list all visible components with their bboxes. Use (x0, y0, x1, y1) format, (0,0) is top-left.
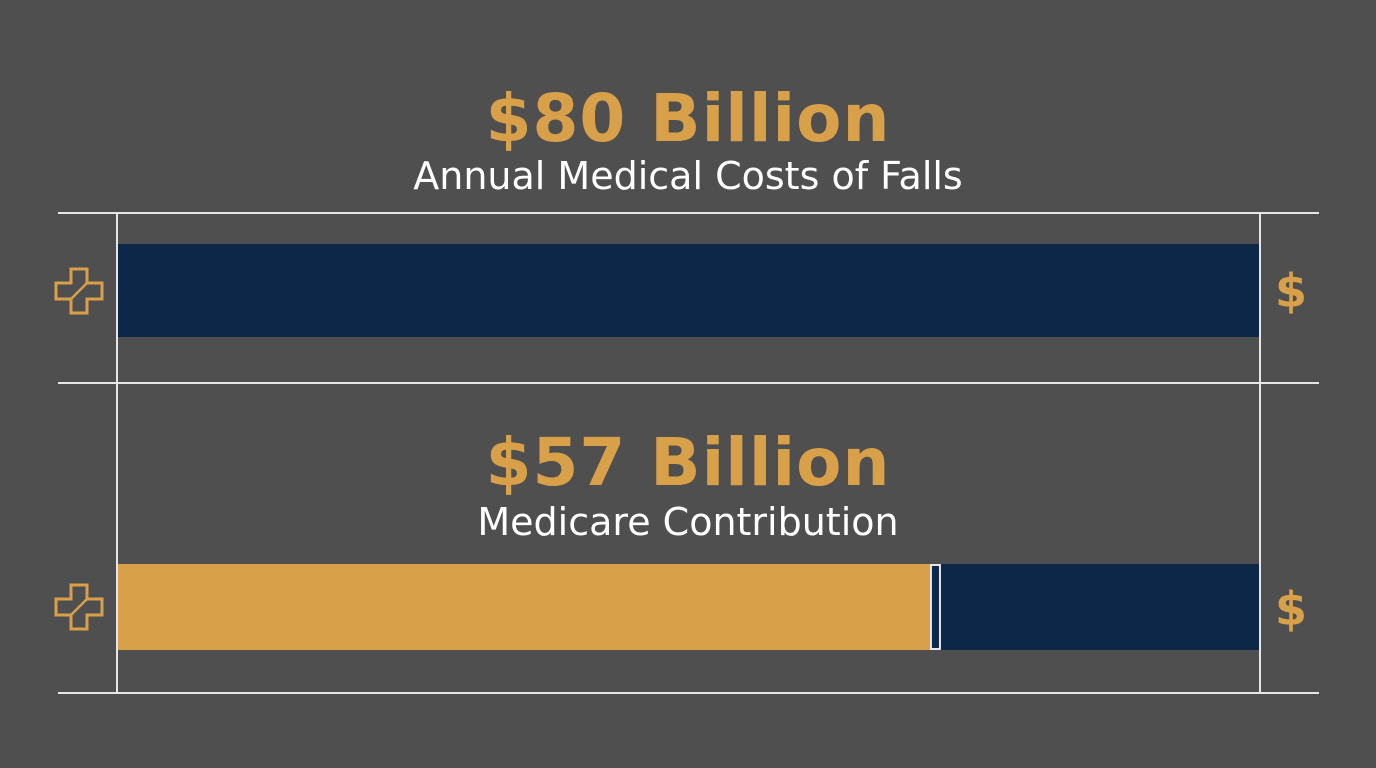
medical-cross-icon (54, 267, 104, 315)
top-rule (58, 212, 1319, 214)
medicare-share-bar (118, 564, 931, 650)
right-rule (1259, 212, 1261, 694)
total-cost-bar (118, 244, 1259, 337)
bottom-rule (58, 692, 1319, 694)
medical-cross-icon (54, 583, 104, 631)
dollar-icon: $ (1274, 264, 1307, 318)
left-rule (116, 212, 118, 694)
middle-rule (58, 382, 1319, 384)
medicare-amount: $57 Billion (485, 424, 891, 501)
medicare-share-marker (929, 564, 941, 650)
medicare-caption: Medicare Contribution (477, 500, 899, 544)
total-cost-caption: Annual Medical Costs of Falls (413, 154, 963, 198)
total-cost-amount: $80 Billion (485, 80, 891, 157)
dollar-icon: $ (1274, 582, 1307, 636)
